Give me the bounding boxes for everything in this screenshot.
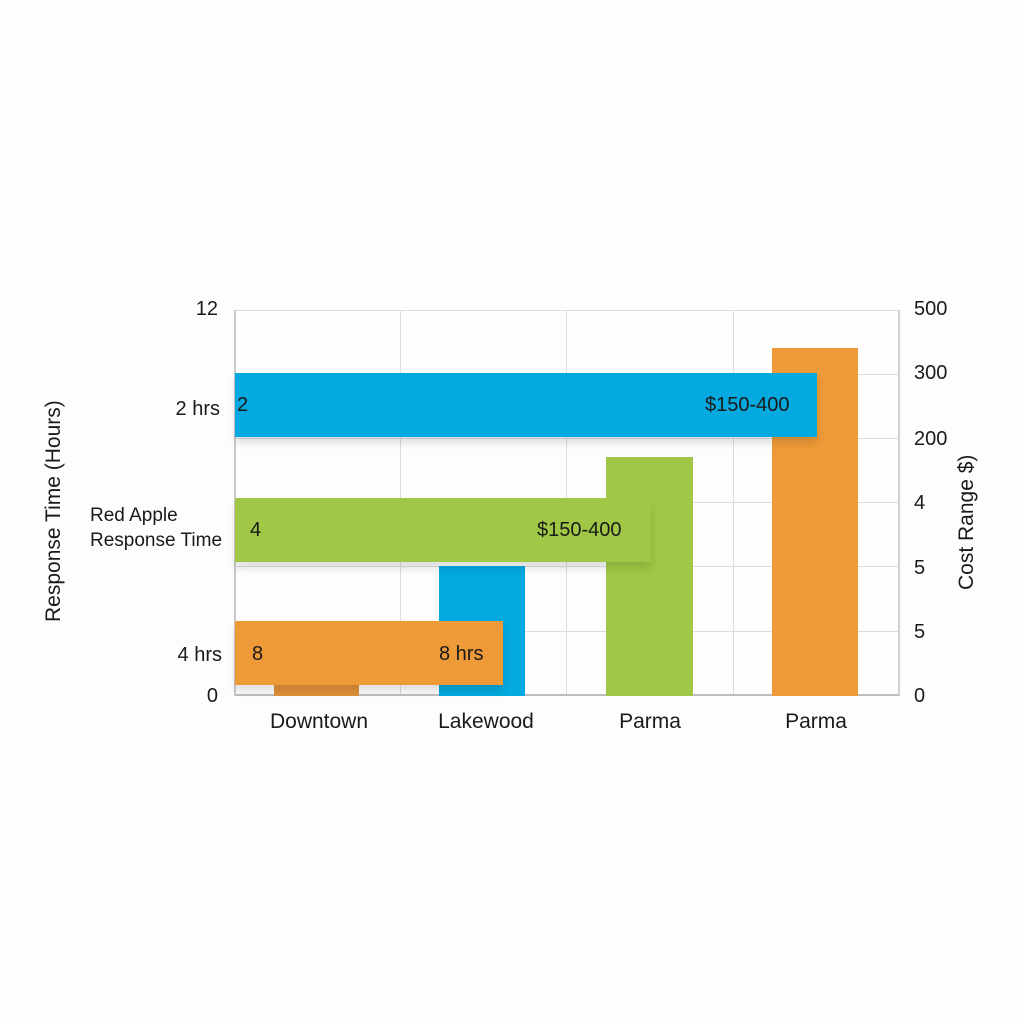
hbar-green: 4 $150-400 xyxy=(235,498,651,562)
bar-end-label: $150-400 xyxy=(537,519,622,541)
gridline xyxy=(234,438,900,439)
bar-start-label: 2 xyxy=(237,394,249,416)
x-tick: Downtown xyxy=(269,710,369,733)
gridline xyxy=(733,310,734,696)
right-tick: 5 xyxy=(914,621,926,643)
bar-start-label: 4 xyxy=(250,519,262,541)
x-tick: Parma xyxy=(785,710,847,733)
bar-end-label: 8 hrs xyxy=(439,643,484,665)
right-tick: 5 xyxy=(914,557,926,579)
y-tick: Red Apple xyxy=(90,505,178,526)
y-tick: 4 hrs xyxy=(177,644,222,666)
y-axis-title: Response Time (Hours) xyxy=(42,400,65,622)
hbar-orange: 8 8 hrs xyxy=(235,621,503,685)
right-tick: 4 xyxy=(914,492,926,514)
y-tick: 12 xyxy=(195,298,218,320)
y-tick: 2 hrs xyxy=(175,398,220,420)
bar-parma-green xyxy=(606,457,693,696)
right-tick: 300 xyxy=(914,362,948,384)
hbar-blue: 2 $150-400 xyxy=(235,373,817,437)
right-tick: 200 xyxy=(914,428,948,450)
y-tick: Response Time xyxy=(90,530,223,551)
x-tick: Parma xyxy=(619,710,681,733)
gridline xyxy=(234,631,900,632)
bar-start-label: 8 xyxy=(252,643,264,665)
y-axis-right-title: Cost Range $) xyxy=(955,454,978,590)
x-tick: Lakewood xyxy=(438,710,534,733)
right-tick: 0 xyxy=(914,685,926,707)
gridline xyxy=(234,566,900,567)
bar-end-label: $150-400 xyxy=(705,394,790,416)
gridline xyxy=(234,310,900,311)
y-tick: 0 xyxy=(206,685,218,707)
right-tick: 500 xyxy=(914,298,948,320)
bar-downtown xyxy=(274,684,359,696)
